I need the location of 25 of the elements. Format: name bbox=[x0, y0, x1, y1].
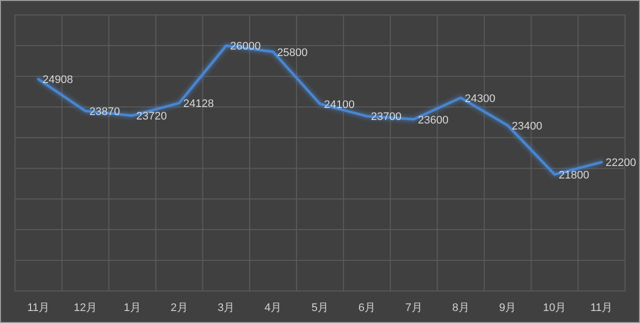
data-label: 24300 bbox=[464, 92, 496, 105]
data-label: 23870 bbox=[89, 106, 120, 118]
x-tick-label: 10月 bbox=[542, 302, 566, 314]
x-tick-label: 2月 bbox=[170, 302, 188, 314]
data-label: 24100 bbox=[324, 98, 355, 111]
x-tick-label: 9月 bbox=[499, 302, 516, 314]
data-label: 24908 bbox=[42, 74, 74, 86]
data-label: 22200 bbox=[606, 157, 636, 170]
x-tick-label: 12月 bbox=[74, 302, 98, 314]
data-label: 23720 bbox=[136, 110, 167, 123]
x-tick-label: 8月 bbox=[452, 302, 470, 314]
x-tick-label: 7月 bbox=[405, 302, 422, 314]
data-label: 23600 bbox=[418, 114, 448, 126]
data-label: 25800 bbox=[277, 46, 308, 59]
data-label: 21800 bbox=[558, 169, 590, 182]
x-tick-label: 4月 bbox=[264, 302, 282, 314]
data-label: 23700 bbox=[370, 111, 402, 124]
x-tick-label: 3月 bbox=[218, 302, 235, 314]
x-tick-label: 1月 bbox=[124, 302, 141, 314]
data-label: 24128 bbox=[183, 98, 214, 110]
x-tick-label: 5月 bbox=[311, 302, 329, 314]
data-label: 23400 bbox=[512, 120, 542, 132]
x-tick-label: 11月 bbox=[27, 302, 50, 314]
x-tick-label: 6月 bbox=[358, 302, 376, 314]
x-tick-label: 11月 bbox=[590, 302, 613, 314]
